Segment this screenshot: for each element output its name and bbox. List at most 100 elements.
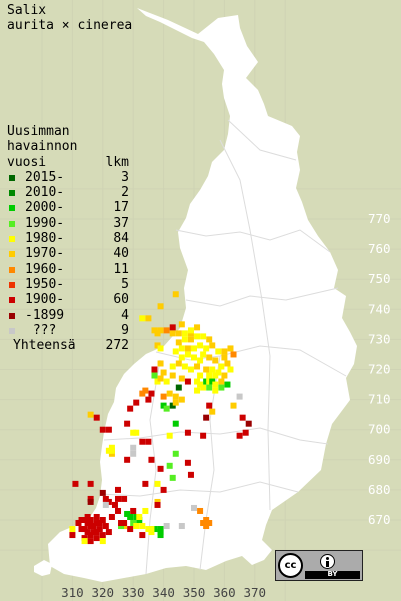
observation-square <box>203 523 210 530</box>
legend-heading-row: vuosi lkm <box>7 155 129 170</box>
observation-square <box>169 402 176 409</box>
observation-square <box>175 339 182 346</box>
observation-square <box>127 526 134 533</box>
observation-square <box>154 342 161 349</box>
observation-square <box>130 444 137 451</box>
observation-square <box>133 429 140 436</box>
observation-square <box>224 381 231 388</box>
observation-square <box>172 399 179 406</box>
easting-label: 350 <box>183 585 206 600</box>
observation-square <box>121 495 128 502</box>
observation-square <box>154 378 161 385</box>
observation-square <box>172 291 179 298</box>
legend-row: 1900- 60 <box>7 292 129 307</box>
legend-swatch <box>9 190 15 197</box>
observation-square <box>111 501 118 508</box>
observation-square <box>99 532 106 539</box>
observation-square <box>178 345 185 352</box>
observation-square <box>105 498 112 505</box>
observation-square <box>121 523 128 530</box>
observation-square <box>203 517 210 523</box>
observation-square <box>115 486 121 493</box>
observation-square <box>93 529 100 536</box>
observation-square <box>99 489 106 496</box>
observation-square <box>230 351 237 358</box>
observation-square <box>175 360 182 367</box>
observation-square <box>169 474 176 481</box>
northing-label: 710 <box>368 392 391 407</box>
observation-square <box>160 369 167 376</box>
legend-swatch <box>9 266 15 273</box>
observation-square <box>108 513 115 520</box>
observation-square <box>157 529 164 536</box>
observation-square <box>105 529 112 536</box>
observation-square <box>230 402 237 409</box>
observation-square <box>84 529 91 536</box>
cc-by-license-badge[interactable]: cc BY <box>275 550 363 581</box>
legend-swatch <box>9 281 15 288</box>
observation-square <box>148 529 155 536</box>
observation-square <box>157 465 164 472</box>
observation-square <box>212 387 219 394</box>
observation-square <box>206 336 213 343</box>
observation-square <box>221 372 228 379</box>
observation-square <box>145 526 152 533</box>
legend: Uusimman havainnon vuosi lkm 2015- 3 2010-… <box>7 124 129 353</box>
observation-square <box>87 480 94 487</box>
observation-square <box>157 526 164 533</box>
observation-square <box>187 471 194 478</box>
observation-square <box>157 360 164 367</box>
observation-square <box>145 438 152 445</box>
observation-square <box>148 390 155 397</box>
observation-square <box>115 495 121 502</box>
northing-label: 670 <box>368 512 391 527</box>
observation-square <box>197 372 204 379</box>
legend-swatch <box>9 205 15 212</box>
observation-square <box>184 429 191 436</box>
attribution-icon <box>320 554 335 569</box>
observation-square <box>172 450 179 457</box>
observation-square <box>209 366 216 373</box>
observation-square <box>151 372 158 379</box>
observation-square <box>187 330 194 337</box>
observation-square <box>160 486 167 493</box>
observation-square <box>105 447 112 454</box>
observation-square <box>178 321 185 328</box>
observation-square <box>142 480 149 487</box>
observation-square <box>127 405 134 412</box>
legend-row: 1960- 11 <box>7 262 129 277</box>
legend-period: 2010- <box>25 185 65 201</box>
observation-square <box>215 348 222 355</box>
observation-square <box>102 495 109 502</box>
observation-square <box>191 345 197 352</box>
observation-square <box>197 507 204 514</box>
legend-count: 3 <box>121 169 129 185</box>
observation-square <box>139 532 146 539</box>
observation-square <box>99 426 106 433</box>
legend-swatch <box>9 251 15 258</box>
observation-square <box>187 366 194 373</box>
legend-row: 1970- 40 <box>7 246 129 261</box>
observation-square <box>191 504 197 511</box>
observation-square <box>163 523 170 530</box>
observation-square <box>178 396 185 403</box>
observation-square <box>139 523 146 530</box>
observation-square <box>166 432 173 439</box>
observation-square <box>200 333 207 340</box>
observation-square <box>200 351 207 358</box>
observation-square <box>87 498 94 505</box>
observation-square <box>136 513 143 520</box>
observation-square <box>133 513 140 520</box>
observation-square <box>102 501 109 508</box>
legend-count: 9 <box>121 322 129 338</box>
legend-count: 40 <box>113 246 129 262</box>
observation-square <box>108 444 115 451</box>
observation-square <box>154 330 161 337</box>
observation-square <box>157 327 164 334</box>
observation-square <box>194 363 201 370</box>
observation-square <box>93 535 100 542</box>
observation-square <box>206 384 213 391</box>
observation-square <box>197 357 204 364</box>
legend-row: -1899 4 <box>7 308 129 323</box>
legend-swatch <box>9 312 15 319</box>
